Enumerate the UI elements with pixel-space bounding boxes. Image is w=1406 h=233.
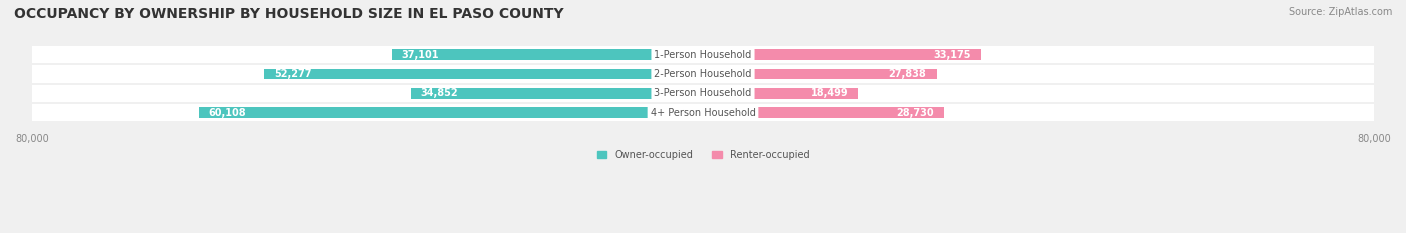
Text: 34,852: 34,852 [420,88,458,98]
Legend: Owner-occupied, Renter-occupied: Owner-occupied, Renter-occupied [593,146,813,164]
Bar [703,49,981,60]
Text: Source: ZipAtlas.com: Source: ZipAtlas.com [1288,7,1392,17]
Bar [703,107,943,118]
Text: 60,108: 60,108 [209,108,246,118]
Text: 27,838: 27,838 [889,69,927,79]
Bar [32,46,1374,63]
Text: 37,101: 37,101 [402,50,439,60]
Text: 52,277: 52,277 [274,69,312,79]
Bar [198,107,703,118]
Text: 4+ Person Household: 4+ Person Household [651,108,755,118]
Text: 3-Person Household: 3-Person Household [654,88,752,98]
Bar [392,49,703,60]
Text: 33,175: 33,175 [934,50,972,60]
Bar [703,69,936,79]
Bar [32,85,1374,102]
Bar [264,69,703,79]
Text: 2-Person Household: 2-Person Household [654,69,752,79]
Text: 28,730: 28,730 [897,108,934,118]
Bar [32,104,1374,121]
Bar [411,88,703,99]
Text: OCCUPANCY BY OWNERSHIP BY HOUSEHOLD SIZE IN EL PASO COUNTY: OCCUPANCY BY OWNERSHIP BY HOUSEHOLD SIZE… [14,7,564,21]
Text: 1-Person Household: 1-Person Household [654,50,752,60]
Text: 18,499: 18,499 [810,88,848,98]
Bar [32,65,1374,83]
Bar [703,88,858,99]
